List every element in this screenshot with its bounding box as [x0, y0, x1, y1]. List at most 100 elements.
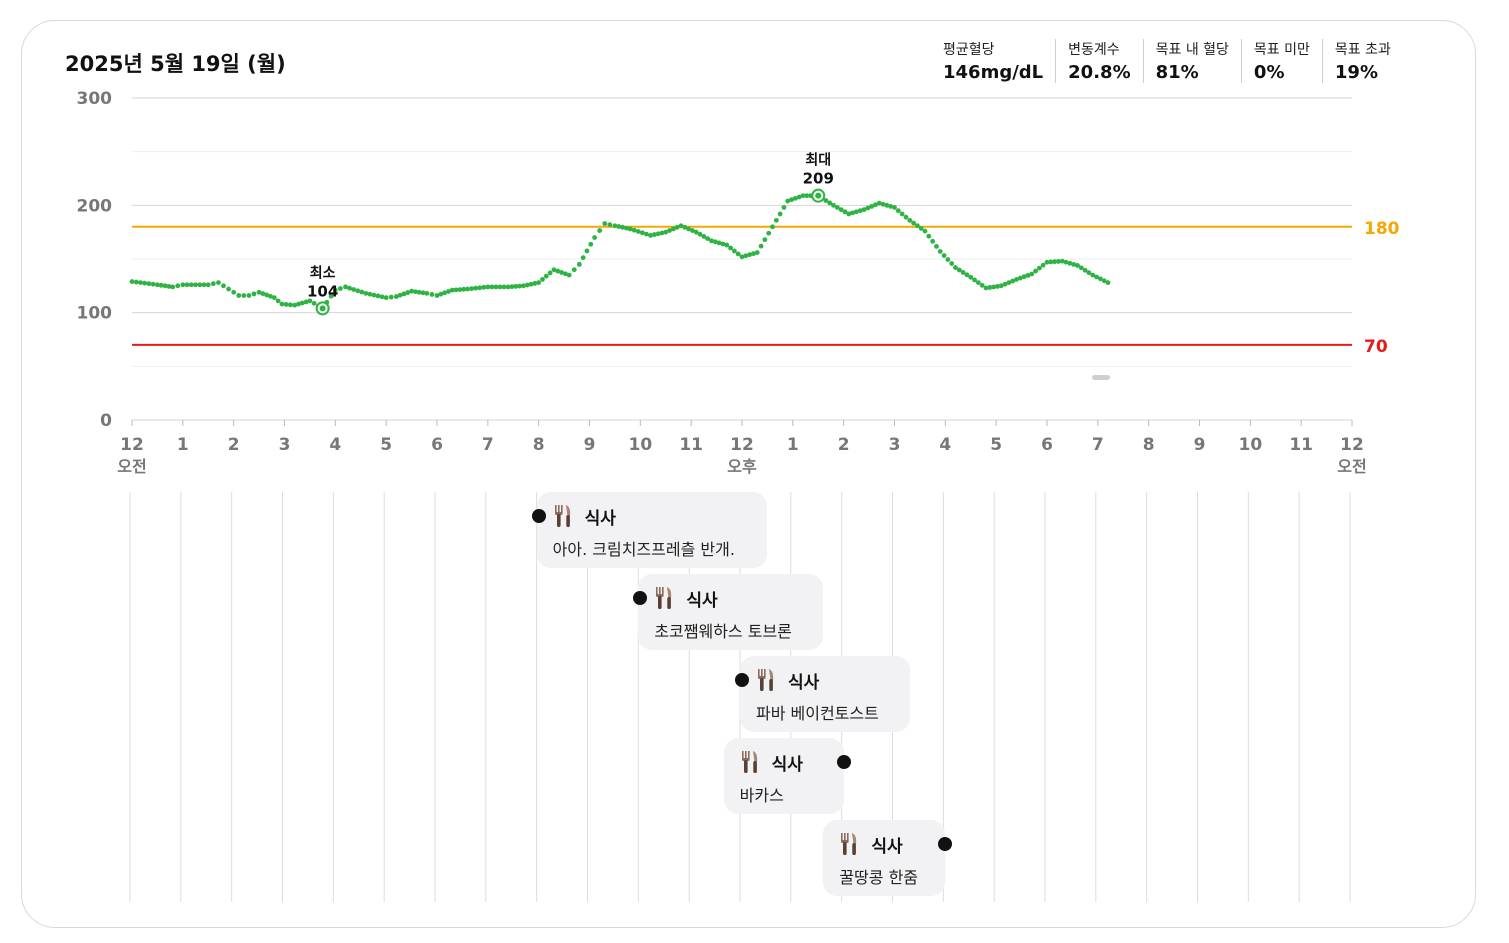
annotation-label: 최소	[310, 265, 336, 281]
glucose-point	[412, 289, 418, 295]
stat-above: 목표 초과 19%	[1321, 39, 1403, 83]
glucose-point	[457, 287, 463, 292]
glucose-point	[158, 282, 164, 288]
annotation-value: 209	[803, 170, 834, 188]
glucose-point	[934, 243, 939, 249]
glucose-point	[416, 289, 422, 295]
glucose-point	[941, 253, 947, 258]
page-title: 2025년 5월 19일 (월)	[65, 52, 286, 76]
glucose-point	[1082, 267, 1088, 273]
glucose-point	[197, 282, 203, 288]
glucose-point	[231, 289, 237, 295]
glucose-point	[1036, 265, 1042, 271]
x-tick-label: 6	[1041, 435, 1053, 455]
meal-card[interactable]: 식사 아아. 크림치즈프레츨 반개.	[536, 492, 767, 568]
meal-title: 식사	[584, 508, 616, 529]
glucose-point	[620, 224, 625, 230]
meal-header: 식사	[654, 584, 807, 612]
glucose-point	[937, 249, 943, 254]
glucose-point	[930, 238, 936, 244]
glucose-point	[343, 284, 348, 290]
fork-knife-icon	[554, 505, 570, 527]
glucose-point	[659, 230, 665, 236]
scroll-handle	[1092, 375, 1110, 380]
x-tick-label: 3	[279, 435, 291, 455]
meal-card[interactable]: 식사 꿀땅콩 한줌	[823, 820, 946, 896]
glucose-point	[551, 267, 557, 273]
glucose-point	[884, 202, 890, 208]
glucose-point	[493, 284, 499, 290]
glucose-point	[180, 282, 186, 288]
glucose-point	[888, 204, 894, 209]
glucose-point	[571, 267, 577, 273]
x-tick-label: 12	[120, 435, 144, 455]
meal-card[interactable]: 식사 파바 베이컨토스트	[740, 656, 910, 732]
glucose-point	[998, 283, 1004, 289]
glucose-point	[371, 292, 377, 298]
glucose-point	[926, 233, 932, 239]
glucose-point	[674, 224, 680, 230]
glucose-point	[968, 274, 974, 280]
glucose-point	[201, 282, 207, 288]
glucose-point	[1105, 280, 1111, 286]
stat-value: 20.8%	[1068, 62, 1131, 83]
x-tick-label: 3	[889, 435, 901, 455]
glucose-point	[651, 232, 657, 237]
glucose-point	[1056, 259, 1061, 264]
glucose-point	[1025, 272, 1031, 278]
glucose-point	[150, 281, 156, 287]
threshold-label: 180	[1364, 219, 1400, 239]
glucose-point	[777, 211, 783, 217]
glucose-point	[834, 205, 840, 210]
glucose-point	[789, 197, 794, 203]
meal-title: 식사	[788, 672, 820, 693]
glucose-point	[210, 281, 216, 287]
x-tick-label: 2	[838, 435, 850, 455]
glucose-point	[781, 205, 787, 210]
glucose-point	[770, 224, 775, 230]
glucose-point	[307, 298, 313, 304]
glucose-point	[1040, 262, 1046, 268]
glucose-point	[892, 205, 897, 210]
glucose-point	[670, 226, 676, 232]
glucose-point	[1052, 259, 1058, 265]
x-tick-label: 12	[730, 435, 754, 455]
x-tick-label: 6	[431, 435, 443, 455]
glucose-point	[838, 207, 844, 213]
stat-average: 평균혈당 146mg/dL	[931, 39, 1055, 83]
glucose-point	[861, 207, 867, 213]
glucose-point	[720, 241, 726, 247]
glucose-point	[972, 277, 977, 283]
glucose-point	[911, 220, 916, 226]
glucose-point	[639, 230, 645, 236]
glucose-point	[728, 245, 733, 251]
x-period-label: 오전	[1337, 457, 1366, 476]
glucose-point	[584, 248, 590, 254]
stat-label: 목표 내 혈당	[1155, 42, 1229, 58]
glucose-point	[256, 289, 262, 295]
glucose-point	[762, 237, 768, 243]
glucose-point	[667, 228, 672, 233]
x-tick-label: 5	[990, 435, 1002, 455]
glucose-point	[547, 270, 553, 276]
glucose-point	[299, 300, 305, 306]
glucose-point	[751, 251, 756, 257]
glucose-point	[1006, 280, 1012, 286]
glucose-point	[975, 280, 981, 286]
meal-title: 식사	[771, 754, 803, 775]
glucose-point	[292, 302, 298, 308]
glucose-point	[850, 210, 855, 216]
glucose-point	[903, 214, 909, 220]
x-tick-label: 10	[628, 435, 652, 455]
glucose-point	[964, 272, 970, 278]
x-tick-label: 8	[1143, 435, 1155, 455]
meal-note: 초코쨈웨하스 토브론	[654, 622, 792, 641]
x-tick-label: 9	[1194, 435, 1206, 455]
meal-card[interactable]: 식사 바카스	[723, 738, 844, 814]
glucose-point	[221, 283, 226, 289]
glucose-point	[682, 224, 688, 230]
glucose-point	[960, 270, 966, 275]
glucose-point	[264, 292, 270, 298]
glucose-point	[275, 298, 281, 304]
